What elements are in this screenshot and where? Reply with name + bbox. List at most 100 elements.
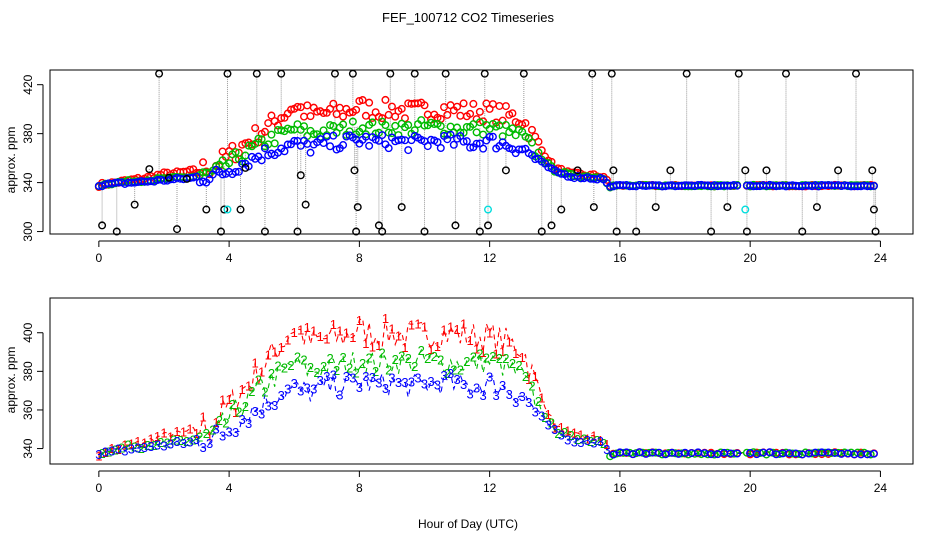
- inlet3-point: [462, 137, 471, 146]
- inlet3-point: [449, 140, 458, 149]
- inlet1-point: [277, 114, 286, 123]
- inlet2-glyph: 2: [470, 349, 477, 364]
- inlet1-glyph: 1: [466, 333, 473, 348]
- raw-point: [781, 69, 790, 78]
- raw-point: [296, 171, 305, 180]
- inlet1-glyph: 1: [506, 335, 513, 350]
- inlet2-glyph: 2: [294, 350, 301, 365]
- inlet2-glyph: 2: [593, 433, 600, 448]
- inlet1-glyph: 1: [102, 445, 109, 460]
- inlet2-glyph: 2: [131, 440, 138, 455]
- raw-point: [589, 203, 598, 212]
- bottom-y-tick-label: 380: [21, 361, 35, 381]
- inlet2-point: [501, 121, 510, 130]
- inlet2-point: [218, 156, 227, 165]
- bottom-x-tick-label: 24: [874, 481, 888, 495]
- inlet1-point: [300, 112, 309, 121]
- inlet3-glyph: 3: [388, 370, 395, 385]
- inlet1-point: [228, 141, 237, 150]
- inlet3-glyph: 3: [310, 382, 317, 397]
- inlet3-glyph: 3: [95, 447, 102, 462]
- inlet3-point: [339, 141, 348, 150]
- inlet2-glyph: [729, 449, 738, 458]
- inlet2-glyph: 2: [313, 365, 320, 380]
- inlet3-point: [557, 169, 566, 178]
- inlet3-glyph: 3: [219, 429, 226, 444]
- inlet1-point: [339, 112, 348, 121]
- inlet1-point: [345, 108, 354, 117]
- raw-point: [869, 205, 878, 214]
- inlet3-glyph: 3: [154, 438, 161, 453]
- inlet3-glyph: 3: [278, 388, 285, 403]
- inlet2-point: [381, 121, 390, 130]
- inlet1-glyph: 1: [297, 323, 304, 338]
- inlet2-glyph: 2: [209, 423, 216, 438]
- inlet1-point: [384, 110, 393, 119]
- inlet1-point: [352, 105, 361, 114]
- inlet1-point: [358, 96, 367, 105]
- inlet3-point: [260, 144, 269, 153]
- inlet1-glyph: 1: [545, 407, 552, 422]
- inlet1-glyph: 1: [369, 340, 376, 355]
- inlet3-glyph: 3: [349, 370, 356, 385]
- inlet1-glyph: 1: [356, 313, 363, 328]
- inlet3-glyph: 3: [532, 405, 539, 420]
- inlet1-glyph: 1: [160, 425, 167, 440]
- raw-point: [386, 69, 395, 78]
- inlet3-glyph: 3: [180, 436, 187, 451]
- flagged-point: [741, 205, 750, 214]
- inlet1-point: [286, 105, 295, 114]
- inlet2-glyph: 2: [418, 343, 425, 358]
- inlet3-glyph: 3: [519, 389, 526, 404]
- raw-point: [216, 227, 225, 236]
- inlet2-glyph: 2: [151, 438, 158, 453]
- inlet2-glyph: 2: [392, 352, 399, 367]
- raw-point: [236, 205, 245, 214]
- inlet3-glyph: 3: [447, 366, 454, 381]
- bottom-x-tick-label: 0: [96, 481, 103, 495]
- inlet2-glyph: 2: [463, 354, 470, 369]
- inlet2-point: [475, 118, 484, 127]
- inlet1-point: [397, 104, 406, 113]
- inlet3-glyph: [733, 449, 742, 458]
- inlet1-glyph: 1: [206, 428, 213, 443]
- inlet3-point: [326, 142, 335, 151]
- inlet3-glyph: [869, 449, 878, 458]
- inlet3-glyph: 3: [239, 412, 246, 427]
- raw-point: [834, 166, 843, 175]
- inlet1-point: [293, 102, 302, 111]
- inlet3-point: [518, 145, 527, 154]
- raw-point: [651, 203, 660, 212]
- raw-point: [260, 227, 269, 236]
- inlet1-glyph: 1: [108, 441, 115, 456]
- inlet2-point: [420, 121, 429, 130]
- inlet3-glyph: 3: [538, 408, 545, 423]
- top-x-tick-label: 12: [483, 251, 497, 265]
- raw-point: [557, 205, 566, 214]
- inlet2-glyph: 2: [98, 446, 105, 461]
- inlet1-point: [391, 112, 400, 121]
- raw-point: [762, 166, 771, 175]
- inlet1-glyph: 1: [499, 344, 506, 359]
- inlet1-glyph: 1: [336, 324, 343, 339]
- inlet1-glyph: 1: [212, 415, 219, 430]
- inlet2-point: [527, 138, 536, 147]
- inlet3-glyph: 3: [545, 417, 552, 432]
- inlet3-glyph: 3: [271, 398, 278, 413]
- top-connector-lines: [101, 73, 877, 232]
- inlet3-glyph: 3: [590, 436, 597, 451]
- inlet1-glyph: 1: [219, 393, 226, 408]
- raw-point: [441, 69, 450, 78]
- inlet1-glyph: 1: [590, 428, 597, 443]
- raw-point: [537, 227, 546, 236]
- inlet1-glyph: 1: [349, 330, 356, 345]
- top-x-tick-label: 8: [356, 251, 363, 265]
- inlet2-glyph: 2: [125, 438, 132, 453]
- inlet2-point: [404, 121, 413, 130]
- inlet3-glyph: 3: [115, 441, 122, 456]
- raw-point: [410, 69, 419, 78]
- inlet1-glyph: 1: [460, 317, 467, 332]
- inlet1-glyph: 1: [421, 320, 428, 335]
- raw-point: [145, 165, 154, 174]
- inlet1-glyph: 1: [95, 449, 102, 464]
